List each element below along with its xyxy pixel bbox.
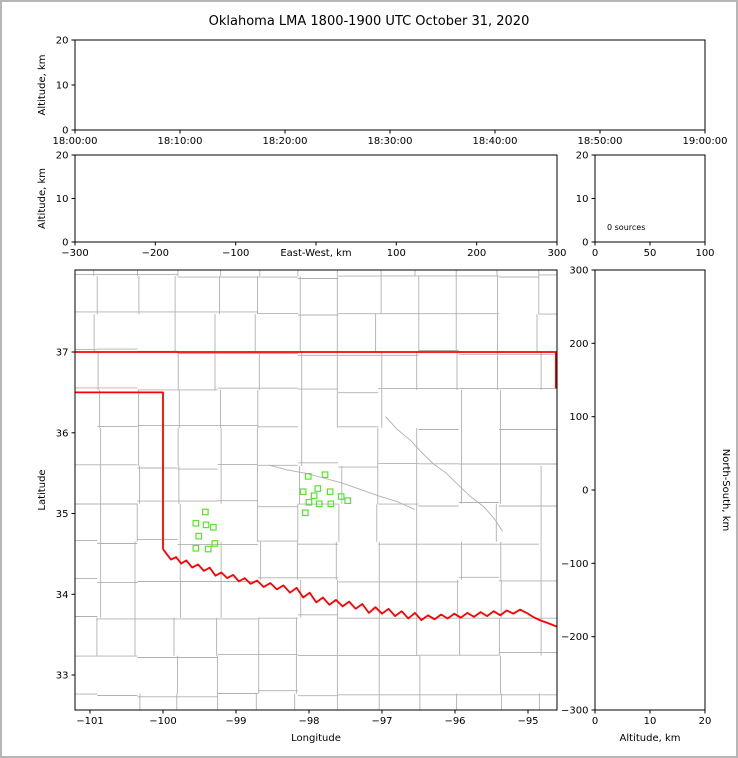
y-tick-label: 34: [56, 590, 69, 601]
y-tick-label: 100: [569, 412, 588, 423]
station-markers: [192, 471, 351, 553]
x-tick-label: −96: [444, 716, 465, 727]
y-tick-label: 20: [56, 36, 69, 47]
x-tick-label: 18:30:00: [368, 136, 413, 147]
station-marker: [344, 497, 351, 504]
x-tick-label: −300: [61, 248, 88, 259]
x-tick-label: −200: [142, 248, 169, 259]
panel-ew_height: −300 −200 −100 100 200 300 0 10 20 East-West, km A…: [37, 151, 567, 260]
station-marker: [310, 492, 318, 500]
x-tick-label: 200: [467, 248, 486, 259]
x-tick-label: 50: [644, 248, 657, 259]
x-tick-label: −97: [371, 716, 392, 727]
figure-title: Oklahoma LMA 1800-1900 UTC October 31, 2…: [208, 14, 530, 29]
map-layer: [75, 270, 557, 710]
station-marker: [337, 493, 345, 500]
station-marker: [321, 471, 329, 479]
y-axis-label-right: North-South, km: [720, 449, 731, 532]
y-axis-label: Latitude: [37, 469, 48, 510]
x-tick-label: 18:00:00: [53, 136, 98, 147]
x-tick-label: −101: [76, 716, 103, 727]
axes-box: [74, 39, 706, 131]
x-tick-label: −100: [222, 248, 249, 259]
station-marker: [204, 545, 212, 553]
x-axis-label: East-West, km: [280, 248, 351, 259]
x-tick-label: 18:10:00: [158, 136, 203, 147]
panel-ns_height: 0 10 20 −300 −200 −100 0 100 200 300 Altitude, km N…: [561, 266, 731, 745]
station-marker: [202, 508, 209, 516]
x-tick-label: 18:50:00: [578, 136, 623, 147]
x-tick-label: 100: [695, 248, 714, 259]
y-tick-label: 200: [569, 339, 588, 350]
x-tick-label: 0: [592, 716, 598, 727]
x-tick-label: 100: [387, 248, 406, 259]
y-tick-label: 0: [62, 126, 68, 137]
x-axis-label: Longitude: [291, 733, 341, 744]
axes-box: [74, 269, 558, 711]
panel-alt_histogram: 0 50 100 0 10 20 0 sources: [576, 151, 715, 260]
y-tick-label: 10: [576, 194, 589, 205]
y-tick-label: −100: [561, 559, 588, 570]
x-tick-label: 300: [547, 248, 566, 259]
y-tick-label: 0: [62, 238, 68, 249]
station-marker: [192, 544, 200, 552]
station-marker: [211, 540, 219, 547]
sources-count-label: 0 sources: [607, 223, 645, 232]
station-marker: [195, 532, 203, 540]
y-tick-label: 20: [576, 151, 589, 162]
station-marker: [315, 500, 323, 508]
y-axis-label: Altitude, km: [37, 55, 48, 116]
panel-time_height: 18:00:00 18:10:00 18:20:00 18:30:00 18:40:00…: [37, 36, 727, 148]
x-tick-label: −98: [298, 716, 319, 727]
y-tick-label: −300: [561, 706, 588, 717]
x-tick-label: 0: [592, 248, 598, 259]
station-marker: [304, 473, 312, 480]
station-marker: [210, 523, 217, 531]
station-marker: [327, 500, 335, 508]
river-line: [385, 416, 503, 532]
station-marker: [314, 485, 322, 492]
y-tick-label: 10: [56, 81, 69, 92]
y-tick-label: −200: [561, 632, 588, 643]
y-tick-label: 300: [569, 266, 588, 277]
y-tick-label: 37: [56, 348, 69, 359]
station-marker: [305, 498, 313, 506]
x-tick-label: 20: [699, 716, 712, 727]
station-marker: [192, 519, 200, 527]
y-tick-label: 0: [582, 486, 588, 497]
river-line: [268, 464, 416, 510]
station-marker: [299, 488, 307, 496]
x-tick-label: 18:40:00: [473, 136, 518, 147]
y-tick-label: 33: [56, 671, 69, 682]
y-axis-label: Altitude, km: [37, 168, 48, 229]
x-tick-label: 10: [644, 716, 657, 727]
y-tick-label: 10: [56, 194, 69, 205]
station-marker: [202, 521, 210, 529]
x-tick-label: −95: [517, 716, 538, 727]
y-tick-label: 36: [56, 428, 69, 439]
state-border: [75, 351, 557, 628]
x-axis-label: Altitude, km: [620, 733, 681, 744]
county-borders: [75, 270, 557, 710]
axes-box: [74, 154, 558, 243]
x-tick-label: 19:00:00: [683, 136, 728, 147]
x-tick-label: −100: [149, 716, 176, 727]
panel-plan_view: −101 −100 −99 −98 −97 −96 −95 33 34 35 36 37 Longitu…: [37, 269, 558, 744]
station-marker: [302, 509, 309, 517]
y-tick-label: 35: [56, 509, 69, 520]
y-tick-label: 20: [56, 151, 69, 162]
x-tick-label: −99: [225, 716, 246, 727]
axes-box: [594, 269, 706, 711]
y-tick-label: 0: [582, 238, 588, 249]
x-tick-label: 18:20:00: [263, 136, 308, 147]
station-marker: [326, 488, 334, 496]
